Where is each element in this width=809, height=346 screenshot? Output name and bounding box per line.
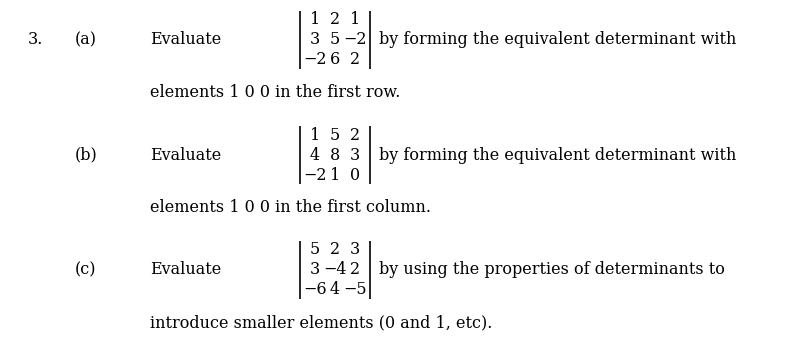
- Text: introduce smaller elements (0 and 1, etc).: introduce smaller elements (0 and 1, etc…: [150, 314, 493, 331]
- Text: −2: −2: [343, 31, 366, 48]
- Text: 3: 3: [310, 262, 320, 279]
- Text: (b): (b): [75, 146, 98, 164]
- Text: 3: 3: [349, 146, 360, 164]
- Text: Evaluate: Evaluate: [150, 31, 221, 48]
- Text: 2: 2: [330, 242, 340, 258]
- Text: by forming the equivalent determinant with: by forming the equivalent determinant wi…: [379, 31, 736, 48]
- Text: by forming the equivalent determinant with: by forming the equivalent determinant wi…: [379, 146, 736, 164]
- Text: 3: 3: [349, 242, 360, 258]
- Text: 0: 0: [350, 166, 360, 183]
- Text: 5: 5: [330, 127, 340, 144]
- Text: 1: 1: [310, 11, 320, 28]
- Text: 3: 3: [310, 31, 320, 48]
- Text: −5: −5: [343, 282, 366, 299]
- Text: 4: 4: [330, 282, 340, 299]
- Text: 6: 6: [330, 52, 340, 69]
- Text: −2: −2: [303, 52, 327, 69]
- Text: (a): (a): [75, 31, 97, 48]
- Text: 5: 5: [330, 31, 340, 48]
- Text: (c): (c): [75, 262, 96, 279]
- Text: 3.: 3.: [28, 31, 44, 48]
- Text: −2: −2: [303, 166, 327, 183]
- Text: 2: 2: [350, 262, 360, 279]
- Text: Evaluate: Evaluate: [150, 262, 221, 279]
- Text: 2: 2: [350, 127, 360, 144]
- Text: elements 1 0 0 in the first row.: elements 1 0 0 in the first row.: [150, 84, 400, 101]
- Text: 2: 2: [350, 52, 360, 69]
- Text: 5: 5: [310, 242, 320, 258]
- Text: 1: 1: [330, 166, 340, 183]
- Text: −4: −4: [324, 262, 347, 279]
- Text: elements 1 0 0 in the first column.: elements 1 0 0 in the first column.: [150, 199, 431, 216]
- Text: 4: 4: [310, 146, 320, 164]
- Text: by using the properties of determinants to: by using the properties of determinants …: [379, 262, 725, 279]
- Text: 8: 8: [330, 146, 340, 164]
- Text: 2: 2: [330, 11, 340, 28]
- Text: 1: 1: [349, 11, 360, 28]
- Text: −6: −6: [303, 282, 327, 299]
- Text: 1: 1: [310, 127, 320, 144]
- Text: Evaluate: Evaluate: [150, 146, 221, 164]
